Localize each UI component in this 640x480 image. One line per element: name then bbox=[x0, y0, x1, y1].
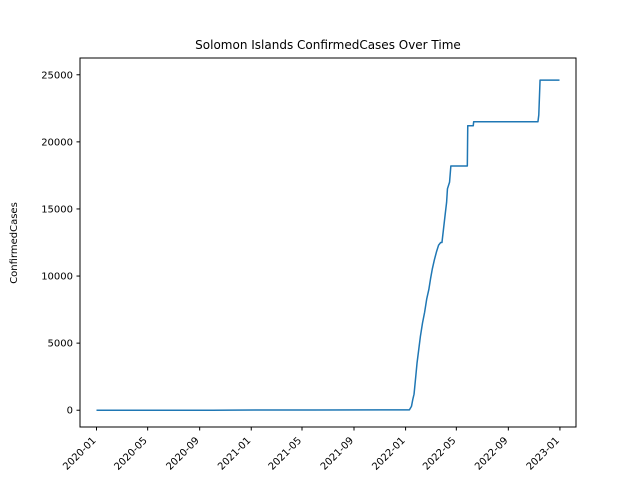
chart-title: Solomon Islands ConfirmedCases Over Time bbox=[195, 38, 461, 52]
series-line-0 bbox=[96, 79, 560, 411]
y-tick-label: 20000 bbox=[41, 137, 73, 148]
y-tick-label: 10000 bbox=[41, 272, 73, 283]
y-tick-label: 25000 bbox=[41, 70, 73, 81]
y-tick-label: 0 bbox=[67, 406, 73, 417]
y-tick-label: 5000 bbox=[48, 339, 73, 350]
axes-frame bbox=[79, 57, 577, 428]
y-axis-label: ConfirmedCases bbox=[9, 202, 20, 284]
y-tick-label: 15000 bbox=[41, 204, 73, 215]
